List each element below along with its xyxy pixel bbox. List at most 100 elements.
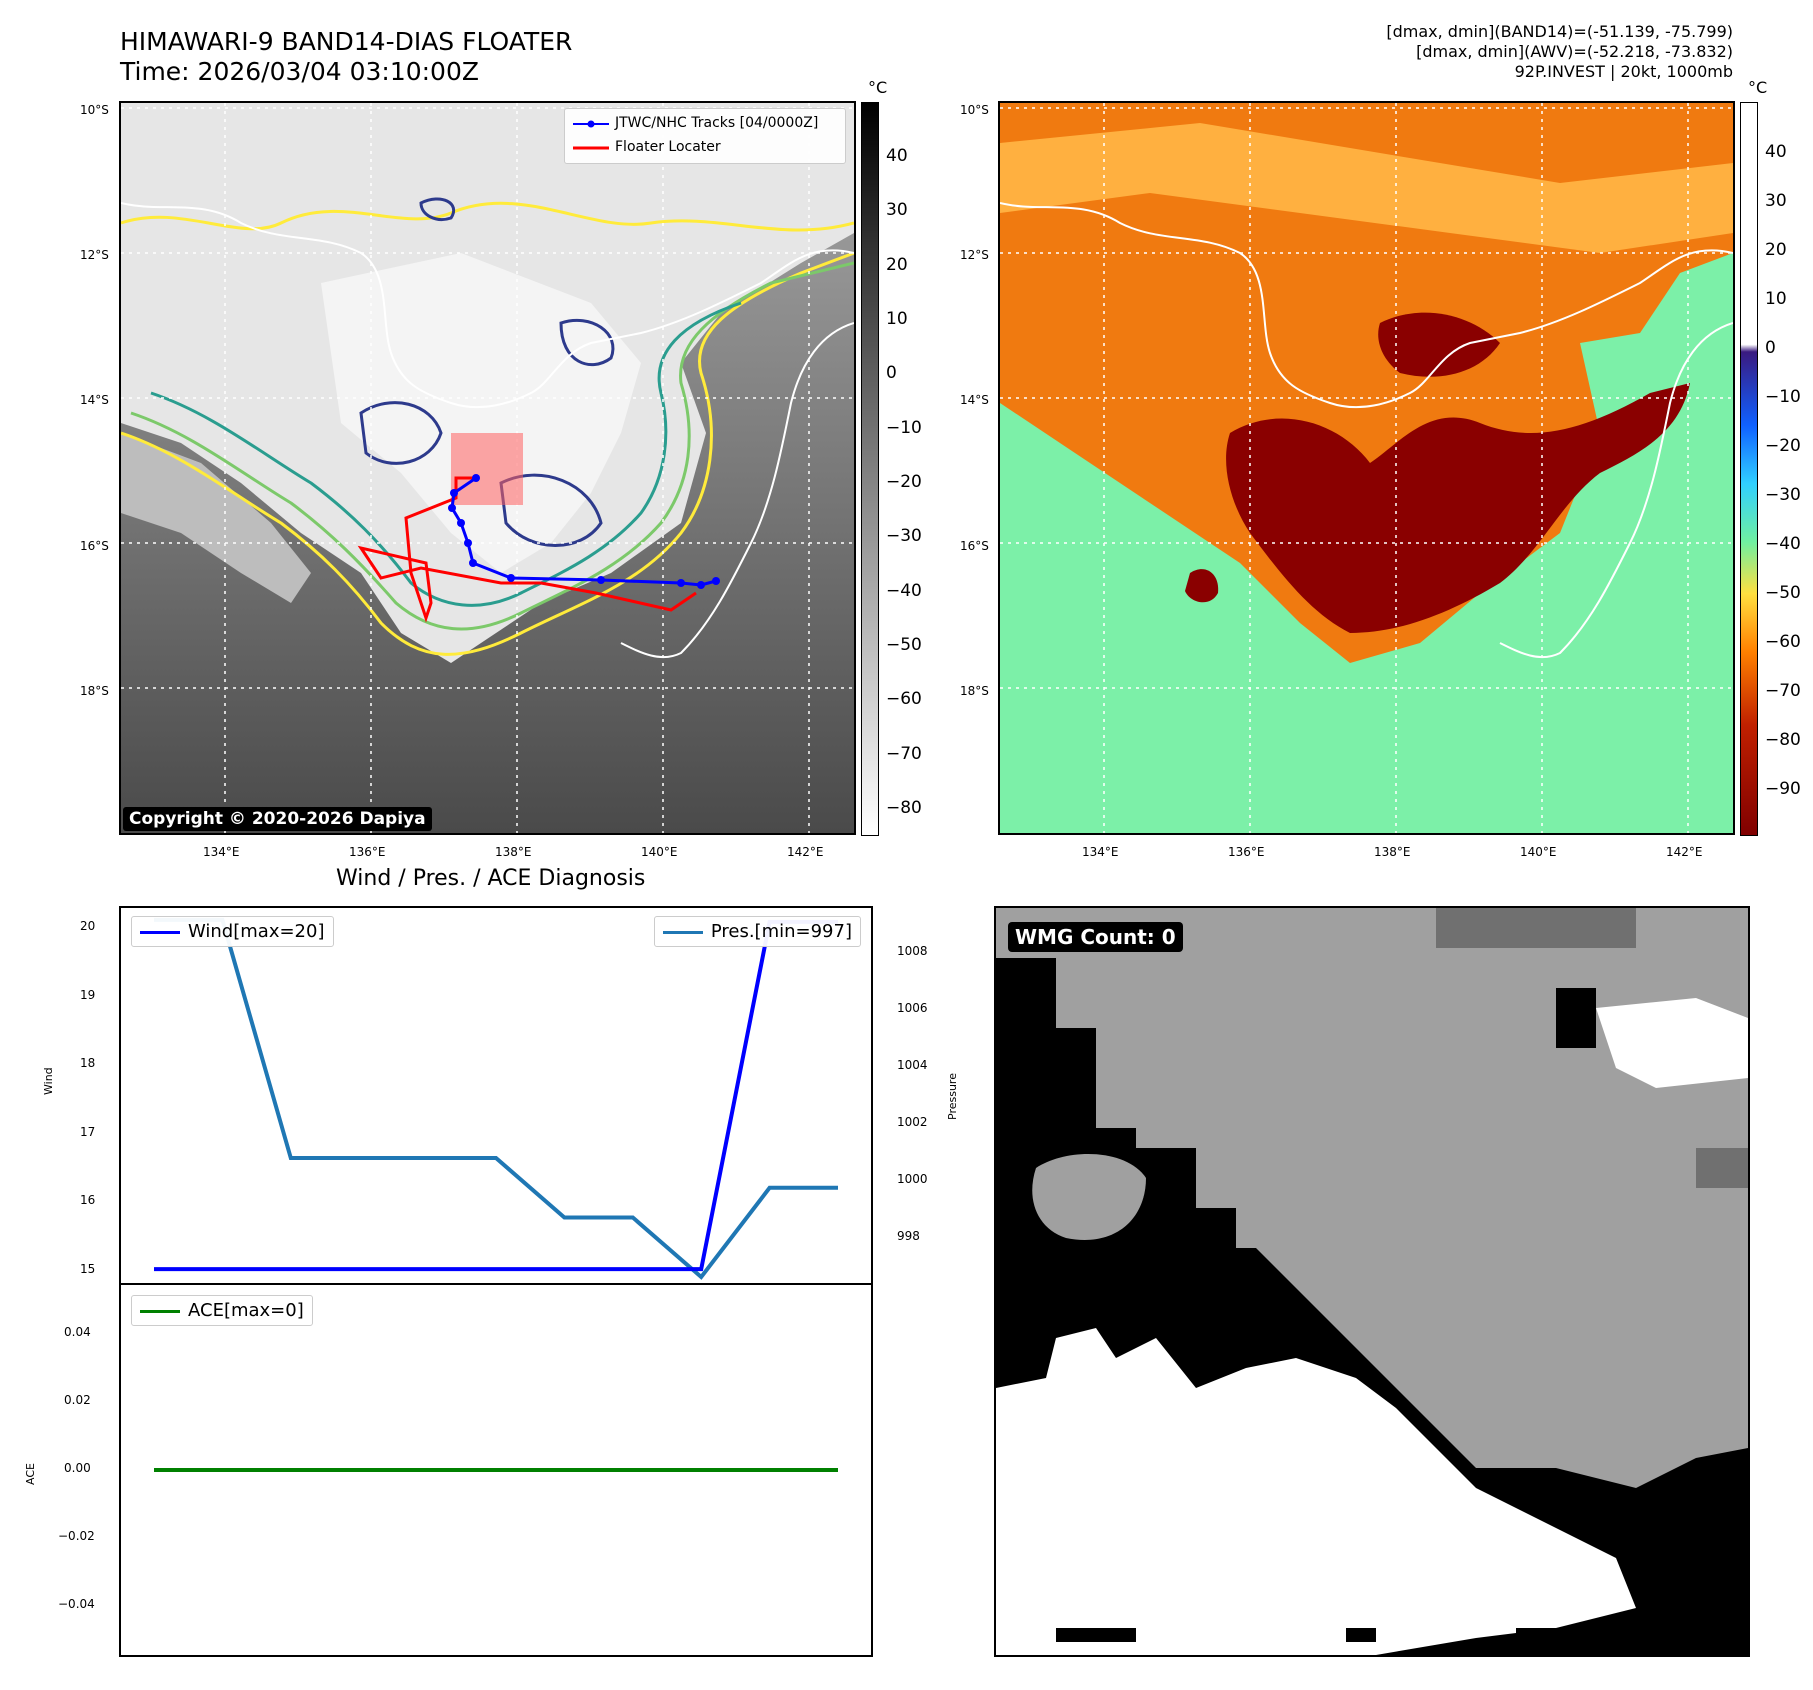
- pressure-legend-label: Pres.[min=997]: [710, 921, 852, 942]
- lat-label: 12°S: [80, 248, 109, 262]
- wind-tick: 19: [80, 988, 96, 1002]
- wmg-white-region: [996, 1328, 1636, 1655]
- map-legend: JTWC/NHC Tracks [04/0000Z] Floater Locat…: [564, 108, 846, 164]
- awv-map-panel: [998, 101, 1735, 835]
- pressure-axis-label: Pressure: [946, 1073, 959, 1120]
- colorbar-left-tick: −80: [886, 798, 922, 818]
- wmg-gray-island: [1032, 1154, 1146, 1240]
- floater-locater-track: [357, 476, 697, 623]
- band14-map-panel: JTWC/NHC Tracks [04/0000Z] Floater Locat…: [119, 101, 856, 835]
- awv-north-band: [1000, 123, 1733, 253]
- contour-blue-4: [419, 197, 455, 221]
- colorbar-right-tick: −50: [1765, 583, 1801, 603]
- colorbar-right: [1740, 102, 1758, 836]
- colorbar-right-tick: −30: [1765, 485, 1801, 505]
- legend-swatches: [573, 120, 609, 150]
- coastline-north: [1000, 202, 1733, 409]
- contour-blue-1: [359, 401, 443, 465]
- wind-tick: 15: [80, 1262, 96, 1276]
- page-title: HIMAWARI-9 BAND14-DIAS FLOATER: [120, 27, 573, 56]
- wmg-dark-gray-top: [1436, 908, 1636, 948]
- pressure-legend: Pres.[min=997]: [653, 916, 861, 947]
- lat-label: 14°S: [960, 393, 989, 407]
- colorbar-left-tick: −40: [886, 581, 922, 601]
- wmg-panel: WMG Count: 0: [994, 906, 1750, 1657]
- contour-yellow-south: [121, 251, 854, 656]
- info-storm: 92P.INVEST | 20kt, 1000mb: [1514, 62, 1733, 81]
- ace-legend: ACE[max=0]: [131, 1295, 313, 1326]
- lat-label: 16°S: [960, 539, 989, 553]
- colorbar-right-tick: −60: [1765, 632, 1801, 652]
- legend-track-label: JTWC/NHC Tracks [04/0000Z]: [615, 115, 819, 131]
- wind-tick: 16: [80, 1193, 96, 1207]
- colorbar-left-tick: −70: [886, 744, 922, 764]
- wind-tick: 18: [80, 1056, 96, 1070]
- ace-axis-label: ACE: [24, 1463, 37, 1485]
- lon-label: 138°E: [1374, 845, 1411, 859]
- awv-dry-core: [1226, 383, 1690, 633]
- colorbar-left-tick: 30: [886, 200, 908, 220]
- lat-label: 12°S: [960, 248, 989, 262]
- pressure-series-line: [154, 917, 838, 1280]
- colorbar-right-tick: 20: [1765, 240, 1787, 260]
- lon-label: 136°E: [1228, 845, 1265, 859]
- colorbar-right-tick: −20: [1765, 436, 1801, 456]
- lat-label: 18°S: [960, 684, 989, 698]
- contour-yellow-north: [121, 201, 854, 232]
- coastline-north: [121, 202, 854, 409]
- colorbar-left-tick: 20: [886, 255, 908, 275]
- lon-label: 142°E: [1666, 845, 1703, 859]
- band14-map: [121, 103, 854, 833]
- colorbar-right-tick: −10: [1765, 387, 1801, 407]
- wind-pressure-chart: Wind[max=20] Pres.[min=997]: [119, 906, 873, 1285]
- pressure-tick: 1006: [897, 1001, 928, 1015]
- wmg-black-strip: [1346, 1628, 1376, 1642]
- pressure-tick: 1000: [897, 1172, 928, 1186]
- colorbar-right-tick: 10: [1765, 289, 1787, 309]
- colorbar-right-tick: −80: [1765, 730, 1801, 750]
- contour-blue-3: [499, 473, 603, 547]
- lon-label: 134°E: [1082, 845, 1119, 859]
- coastline-east: [620, 322, 854, 659]
- ace-chart: ACE[max=0]: [119, 1283, 873, 1657]
- wmg-black-ne: [1556, 988, 1596, 1048]
- info-band14: [dmax, dmin](BAND14)=(-51.139, -75.799): [1386, 22, 1733, 41]
- wmg-count-badge: WMG Count: 0: [1008, 922, 1183, 952]
- pressure-tick: 998: [897, 1229, 920, 1243]
- colorbar-left-tick: −30: [886, 526, 922, 546]
- colorbar-left-tick: −50: [886, 635, 922, 655]
- pressure-tick: 1002: [897, 1115, 928, 1129]
- wind-pressure-plot: [154, 917, 838, 1280]
- colorbar-left-tick: 40: [886, 146, 908, 166]
- colorbar-right-tick: −40: [1765, 534, 1801, 554]
- pressure-tick: 1008: [897, 944, 928, 958]
- map-gridlines: [1000, 103, 1733, 833]
- ace-tick: 0.02: [64, 1393, 91, 1407]
- contour-teal: [150, 301, 742, 607]
- pressure-tick: 1004: [897, 1058, 928, 1072]
- colorbar-right-tick: −90: [1765, 779, 1801, 799]
- awv-map: [1000, 103, 1733, 833]
- cloud-band-west: [121, 433, 311, 603]
- ace-tick: 0.04: [64, 1325, 91, 1339]
- wind-legend-label: Wind[max=20]: [188, 921, 325, 942]
- lon-label: 134°E: [203, 845, 240, 859]
- wmg-white-ne: [1596, 998, 1748, 1088]
- floater-box: [451, 433, 523, 505]
- wind-series-line: [154, 919, 838, 1272]
- copyright-badge: Copyright © 2020-2026 Dapiya: [123, 807, 432, 831]
- wmg-black-strip: [1056, 1628, 1136, 1642]
- wind-tick: 17: [80, 1125, 96, 1139]
- colorbar-right-tick: −70: [1765, 681, 1801, 701]
- colorbar-left-tick: 0: [886, 363, 897, 383]
- colorbar-right-tick: 30: [1765, 191, 1787, 211]
- awv-dry-north: [1378, 312, 1500, 377]
- wmg-dark-gray: [1696, 1148, 1748, 1188]
- colorbar-left: [861, 102, 879, 836]
- colorbar-right-unit: °C: [1748, 78, 1768, 97]
- lon-label: 140°E: [1520, 845, 1557, 859]
- contour-green: [130, 261, 854, 631]
- ace-legend-label: ACE[max=0]: [188, 1300, 304, 1321]
- wmg-grid: [996, 908, 1748, 1655]
- lon-label: 136°E: [349, 845, 386, 859]
